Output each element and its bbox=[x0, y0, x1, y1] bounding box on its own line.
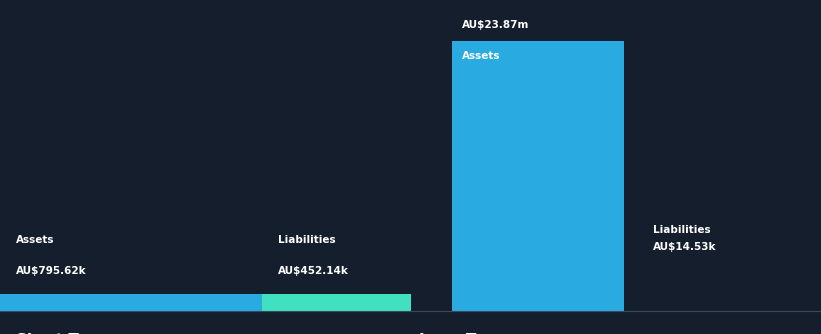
Text: Liabilities: Liabilities bbox=[278, 235, 336, 245]
Bar bbox=[262, 294, 410, 311]
Bar bbox=[452, 41, 624, 311]
Text: Short Term: Short Term bbox=[16, 333, 111, 334]
Text: AU$795.62k: AU$795.62k bbox=[16, 266, 87, 276]
Text: Liabilities: Liabilities bbox=[653, 225, 710, 235]
Text: Assets: Assets bbox=[461, 51, 500, 61]
Text: Long Term: Long Term bbox=[419, 333, 508, 334]
Text: AU$14.53k: AU$14.53k bbox=[653, 242, 716, 252]
Text: AU$452.14k: AU$452.14k bbox=[278, 266, 349, 276]
Text: Assets: Assets bbox=[16, 235, 55, 245]
Bar bbox=[0, 294, 262, 311]
Text: AU$23.87m: AU$23.87m bbox=[461, 20, 530, 30]
